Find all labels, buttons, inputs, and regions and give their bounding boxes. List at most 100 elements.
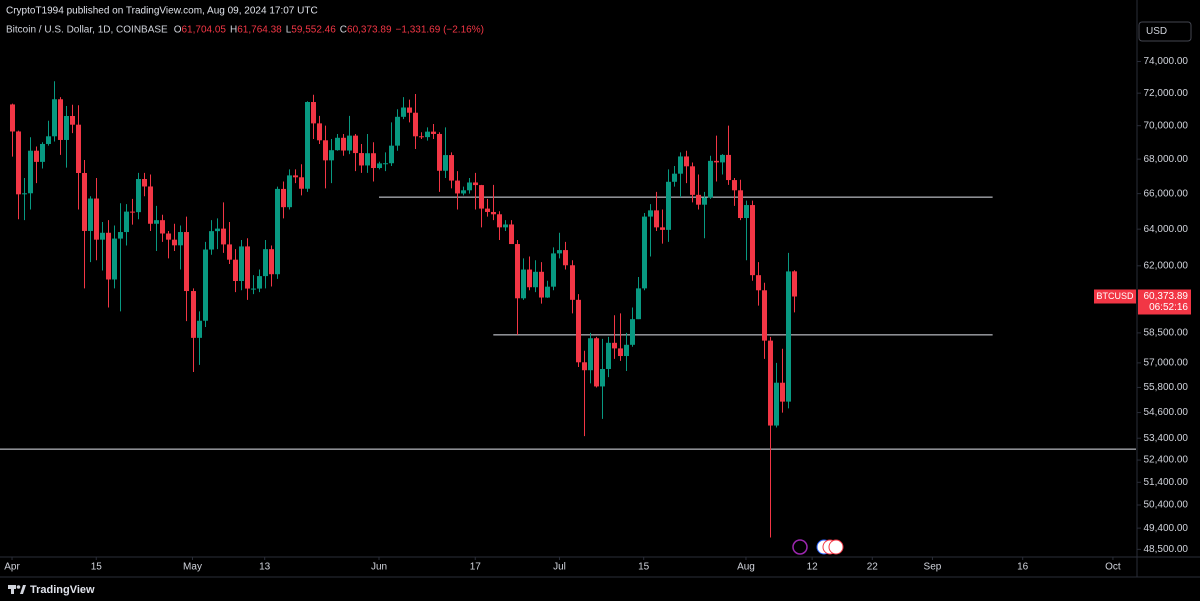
candle-body bbox=[401, 107, 406, 117]
y-tick-label: 62,000.00 bbox=[1144, 260, 1189, 271]
candle-body bbox=[82, 172, 87, 231]
y-tick-label: 74,000.00 bbox=[1144, 56, 1189, 67]
candle-body bbox=[239, 246, 244, 281]
candle-body bbox=[64, 115, 69, 140]
candle-body bbox=[215, 228, 220, 232]
candle-body bbox=[16, 131, 21, 195]
y-tick-label: 48,500.00 bbox=[1144, 544, 1189, 555]
candle-body bbox=[533, 271, 538, 288]
candle-body bbox=[762, 290, 767, 341]
candle-body bbox=[118, 232, 123, 239]
candle-body bbox=[491, 211, 496, 215]
x-tick-label: May bbox=[183, 562, 202, 573]
candle-body bbox=[100, 232, 105, 240]
candle-body bbox=[142, 179, 147, 187]
ohlc-value: 59,552.46 bbox=[291, 25, 336, 36]
candle-body bbox=[106, 232, 111, 280]
x-tick-label: 13 bbox=[259, 562, 271, 573]
candle-body bbox=[557, 250, 562, 254]
y-tick-label: 68,000.00 bbox=[1144, 154, 1189, 165]
candle-body bbox=[335, 137, 340, 151]
candle-body bbox=[485, 208, 490, 212]
candle-body bbox=[600, 368, 605, 387]
candle-body bbox=[606, 342, 611, 369]
candle-body bbox=[732, 180, 737, 191]
candle-body bbox=[630, 319, 635, 345]
currency-button[interactable] bbox=[1138, 21, 1192, 42]
candle-body bbox=[251, 288, 256, 290]
candle-body bbox=[233, 259, 238, 281]
candle-body bbox=[570, 265, 575, 300]
candle-body bbox=[768, 340, 773, 426]
candle-body bbox=[263, 249, 268, 277]
x-tick-label: 22 bbox=[867, 562, 879, 573]
candle-body bbox=[509, 224, 514, 245]
y-tick-label: 52,400.00 bbox=[1144, 455, 1189, 466]
ohlc-value: 60,373.89 bbox=[347, 25, 392, 36]
candle-body bbox=[76, 124, 81, 173]
candle-body bbox=[10, 104, 15, 132]
candle-body bbox=[527, 269, 532, 288]
candle-body bbox=[582, 362, 587, 371]
candle-body bbox=[654, 210, 659, 228]
brand-logo bbox=[8, 585, 26, 594]
candle-body bbox=[287, 175, 292, 208]
candle-body bbox=[383, 163, 388, 165]
x-tick-label: 16 bbox=[1017, 562, 1029, 573]
candle-body bbox=[786, 271, 791, 402]
price-tag-ticker-bg bbox=[1094, 289, 1136, 304]
candle-body bbox=[130, 211, 135, 213]
ohlc-key: H bbox=[230, 25, 237, 36]
y-tick-label: 55,800.00 bbox=[1144, 382, 1189, 393]
ohlc-key: O bbox=[174, 25, 182, 36]
candle-body bbox=[720, 154, 725, 163]
y-tick-label: 53,400.00 bbox=[1144, 433, 1189, 444]
candle-body bbox=[275, 188, 280, 275]
candle-body bbox=[323, 140, 328, 161]
candle-body bbox=[293, 175, 298, 178]
change: −1,331.69 (−2.16%) bbox=[396, 25, 484, 36]
candle-body bbox=[690, 166, 695, 195]
candle-body bbox=[124, 211, 129, 233]
x-tick-label: 15 bbox=[91, 562, 103, 573]
ohlc-key: C bbox=[340, 25, 347, 36]
candle-body bbox=[407, 107, 412, 113]
event-icon[interactable] bbox=[792, 539, 808, 555]
candle-body bbox=[636, 288, 641, 320]
candle-body bbox=[413, 112, 418, 137]
candle-body bbox=[70, 115, 75, 125]
candle-body bbox=[22, 193, 27, 195]
y-tick-label: 66,000.00 bbox=[1144, 188, 1189, 199]
ohlc-value: 61,764.38 bbox=[237, 25, 282, 36]
candle-body bbox=[203, 249, 208, 321]
candle-body bbox=[28, 150, 33, 194]
y-tick-label: 58,500.00 bbox=[1144, 328, 1189, 339]
candle-body bbox=[431, 131, 436, 134]
candle-body bbox=[738, 190, 743, 219]
x-tick-label: 15 bbox=[638, 562, 650, 573]
currency[interactable]: USD bbox=[1146, 26, 1167, 37]
brand: TradingView bbox=[30, 584, 95, 596]
candle-body bbox=[479, 185, 484, 209]
candle-body bbox=[136, 179, 141, 213]
candle-body bbox=[359, 153, 364, 166]
candle-body bbox=[34, 150, 39, 162]
candle-body bbox=[744, 205, 749, 219]
ohlc-value: 61,704.05 bbox=[182, 25, 227, 36]
candle-body bbox=[347, 135, 352, 151]
candle-body bbox=[678, 156, 683, 174]
candle-body bbox=[245, 246, 250, 289]
candle-body bbox=[52, 99, 57, 137]
price-tag-bg bbox=[1138, 289, 1191, 315]
candle-body bbox=[576, 299, 581, 363]
candle-body bbox=[545, 286, 550, 298]
candle-body bbox=[191, 291, 196, 338]
event-icon[interactable] bbox=[828, 539, 844, 555]
candle-body bbox=[750, 205, 755, 276]
symbol-legend: Bitcoin / U.S. Dollar, 1D, COINBASE O 61,7… bbox=[6, 25, 484, 36]
candle-body bbox=[588, 338, 593, 371]
y-tick-label: 70,000.00 bbox=[1144, 120, 1189, 131]
price-tag-ticker: BTCUSD bbox=[1096, 291, 1134, 301]
candle-body bbox=[46, 136, 51, 144]
